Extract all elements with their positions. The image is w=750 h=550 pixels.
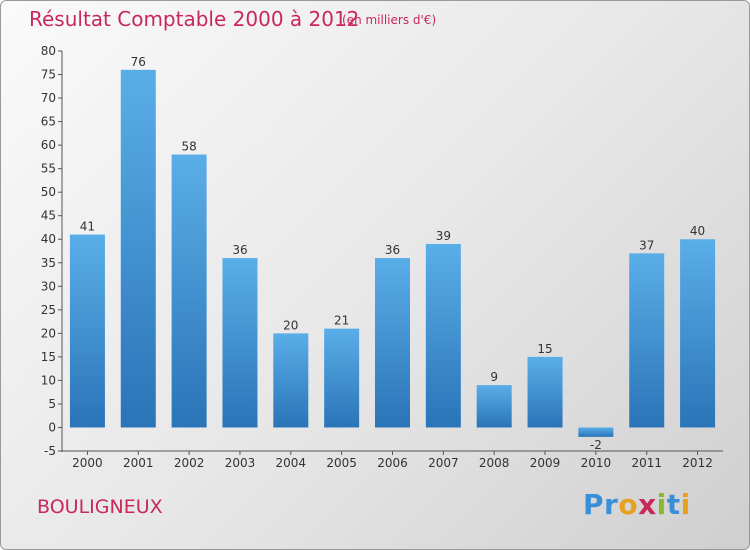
bar-2008 [476, 385, 512, 428]
logo-letter: x [638, 488, 657, 521]
value-label-2010: -2 [590, 438, 602, 452]
x-tick-label-2003: 2003 [225, 456, 256, 470]
y-tick-label: 40 [41, 232, 56, 246]
y-tick-label: 75 [41, 68, 56, 82]
y-tick-label: 45 [41, 209, 56, 223]
bar-2007 [425, 243, 461, 428]
value-label-2001: 76 [131, 55, 146, 69]
logo-letter: P [583, 488, 605, 521]
value-label-2011: 37 [639, 238, 654, 252]
logo-letter: i [680, 488, 691, 521]
x-tick-label-2012: 2012 [682, 456, 713, 470]
proxiti-logo: Proxiti [583, 488, 691, 521]
y-tick-label: 20 [41, 326, 56, 340]
bar-2006 [375, 258, 410, 428]
y-tick-label: 55 [41, 162, 56, 176]
y-tick-label: 15 [41, 350, 56, 364]
value-label-2008: 9 [490, 370, 498, 384]
bars: 41 76 58 36 20 21 36 39 9 15 -2 37 40 [69, 55, 716, 452]
y-tick-label: 50 [41, 185, 56, 199]
bar-2012 [680, 239, 716, 428]
x-tick-label-2009: 2009 [530, 456, 561, 470]
value-label-2004: 20 [283, 318, 298, 332]
bar-2010 [578, 427, 614, 437]
value-label-2007: 39 [436, 229, 451, 243]
y-tick-label: 35 [41, 256, 56, 270]
y-tick-label: 30 [41, 279, 56, 293]
value-label-2005: 21 [334, 314, 349, 328]
logo-letter: t [666, 488, 681, 521]
bar-2001 [120, 69, 156, 428]
y-tick-label: 5 [48, 397, 56, 411]
bar-2004 [273, 333, 309, 428]
bar-2003 [222, 258, 258, 428]
y-tick-label: 65 [41, 115, 56, 129]
x-tick-label-2008: 2008 [479, 456, 510, 470]
value-label-2000: 41 [80, 220, 95, 234]
y-tick-label: 60 [41, 138, 56, 152]
x-tick-label-2001: 2001 [123, 456, 154, 470]
x-tick-label-2010: 2010 [581, 456, 612, 470]
bar-2011 [629, 253, 665, 428]
town-name: BOULIGNEUX [37, 496, 163, 518]
y-tick-label: -5 [44, 444, 56, 458]
y-tick-label: 10 [41, 373, 56, 387]
bar-2009 [527, 356, 563, 428]
x-tick-label-2006: 2006 [377, 456, 408, 470]
chart-title: Résultat Comptable 2000 à 2012 [29, 7, 360, 31]
y-tick-label: 0 [48, 420, 56, 434]
axes: -5 0 5 10 15 20 25 30 35 40 45 50 55 60 65 70 75 80 2000 20… [41, 44, 723, 470]
value-label-2012: 40 [690, 224, 705, 238]
y-tick-label: 70 [41, 91, 56, 105]
x-tick-label-2002: 2002 [174, 456, 205, 470]
x-tick-label-2007: 2007 [428, 456, 459, 470]
value-label-2009: 15 [537, 342, 552, 356]
value-label-2002: 58 [181, 140, 196, 154]
bar-2005 [324, 328, 360, 428]
logo-letter: i [656, 488, 667, 521]
x-tick-label-2011: 2011 [631, 456, 662, 470]
value-label-2003: 36 [232, 243, 247, 257]
bar-2002 [171, 154, 207, 428]
y-tick-label: 25 [41, 303, 56, 317]
y-tick-label: 80 [41, 44, 56, 58]
chart-subtitle: (en milliers d'€) [342, 13, 437, 27]
logo-letter: o [618, 488, 639, 521]
x-tick-label-2005: 2005 [326, 456, 357, 470]
x-tick-label-2000: 2000 [72, 456, 103, 470]
x-tick-label-2004: 2004 [276, 456, 307, 470]
bar-2000 [69, 234, 105, 428]
logo-letter: r [604, 488, 619, 521]
value-label-2006: 36 [385, 243, 400, 257]
